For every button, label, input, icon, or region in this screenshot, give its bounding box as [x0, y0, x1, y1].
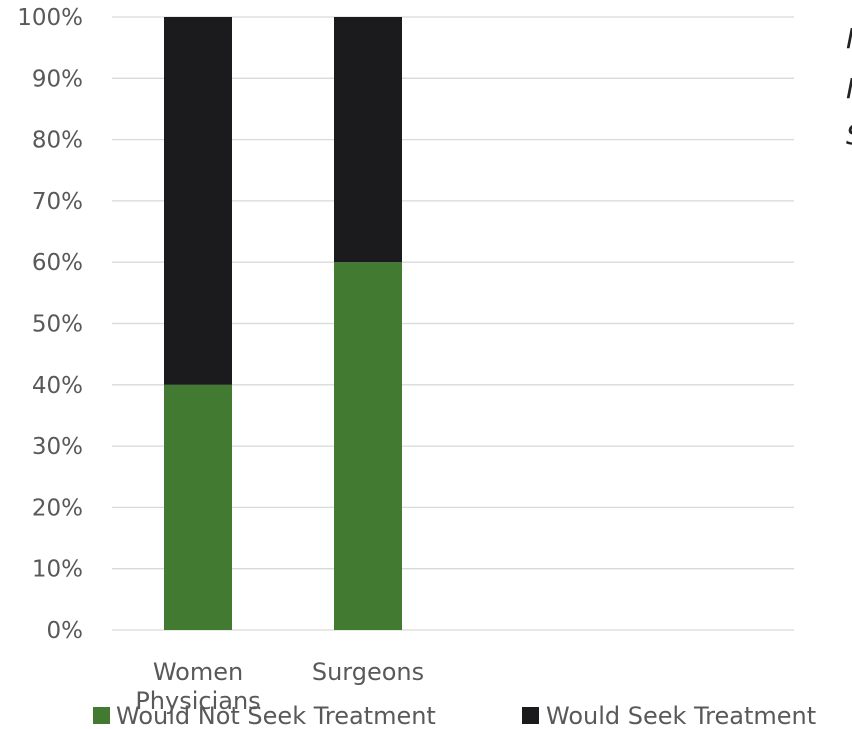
y-tick-label-0: 0% [47, 618, 84, 644]
x-category-label-surgeons: Surgeons [312, 658, 424, 686]
y-tick-label-30: 30% [32, 434, 83, 460]
legend-label-would-seek: Would Seek Treatment [546, 702, 816, 729]
y-tick-label-80: 80% [32, 128, 83, 154]
x-category-label-women-physicians: Women Physicians [135, 658, 260, 715]
legend-label-would-not-seek: Would Not Seek Treatment [116, 702, 436, 729]
legend: Would Not Seek Treatment Would Seek Treat… [93, 702, 816, 729]
cropped-side-text-2: S [846, 118, 852, 151]
y-tick-label-20: 20% [32, 495, 83, 521]
legend-swatch-would-not-seek [93, 707, 110, 724]
y-axis-tick-labels: 0% 10% 20% 30% 40% 50% 60% 70% 80% 90% 100% [17, 5, 83, 644]
y-tick-label-90: 90% [32, 66, 83, 92]
y-tick-label-50: 50% [32, 312, 83, 338]
bars [164, 17, 402, 630]
bar-would-seek-women-physicians [164, 17, 232, 385]
legend-swatch-would-seek [522, 707, 539, 724]
y-tick-label-100: 100% [17, 5, 83, 31]
bar-would-not-seek-women-physicians [164, 384, 232, 630]
y-tick-label-10: 10% [32, 557, 83, 583]
x-axis-category-labels: Women Physicians Surgeons [135, 658, 424, 715]
cropped-side-text-1: I [846, 72, 852, 105]
cropped-side-text: IIS [846, 22, 852, 151]
bar-would-seek-surgeons [334, 17, 402, 263]
cropped-side-text-0: I [846, 22, 852, 55]
y-tick-label-60: 60% [32, 250, 83, 276]
y-tick-label-40: 40% [32, 373, 83, 399]
bar-would-not-seek-surgeons [334, 262, 402, 630]
y-tick-label-70: 70% [32, 189, 83, 215]
